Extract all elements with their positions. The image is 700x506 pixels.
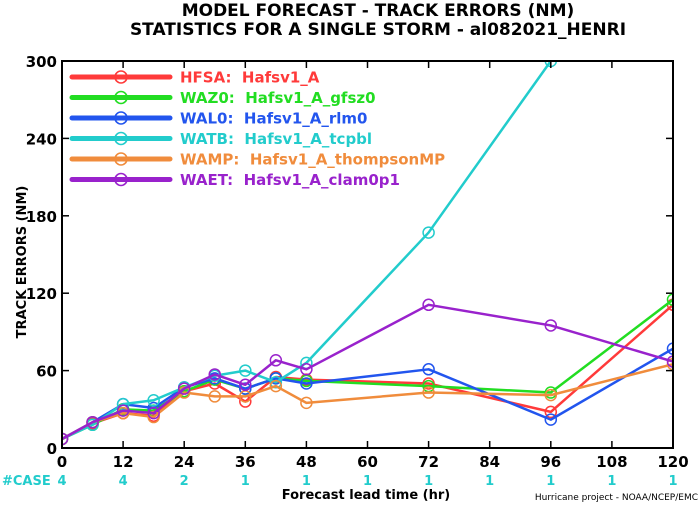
series-point	[300, 396, 313, 410]
x-tick-label: 108	[596, 453, 627, 471]
series-point	[62, 432, 69, 446]
legend-swatch-marker	[114, 90, 128, 105]
case-count: 2	[180, 474, 189, 489]
series-point	[239, 364, 252, 377]
x-tick-label: 36	[235, 453, 256, 471]
x-axis-label: Forecast lead time (hr)	[282, 488, 450, 503]
x-tick-label: 48	[296, 453, 317, 471]
legend-label: WAL0: Hafsv1_A_rlm0	[180, 110, 367, 128]
series-point	[269, 375, 283, 389]
series-point	[208, 368, 221, 381]
series-point	[116, 404, 130, 417]
series-point	[544, 319, 558, 332]
series-point	[544, 405, 558, 419]
x-tick-label: 60	[357, 453, 378, 471]
legend-swatch-marker	[114, 70, 128, 84]
series-point	[422, 226, 435, 239]
series-point	[177, 382, 191, 395]
series-point	[544, 388, 558, 402]
series-point	[86, 415, 99, 429]
legend-label: WAZ0: Hafsv1_A_gfsz0	[180, 89, 376, 107]
series-line	[62, 347, 673, 441]
series-point	[269, 354, 283, 367]
series-point	[422, 298, 435, 312]
case-counts: 4 4 2 1 1 1 1 1 1 1 1	[57, 474, 677, 489]
x-tick-label: 84	[479, 453, 500, 471]
credit-text: Hurricane project - NOAA/NCEP/EMC	[535, 493, 698, 503]
case-count: 1	[302, 474, 311, 489]
case-count: 4	[57, 474, 66, 489]
case-count: 1	[607, 474, 616, 489]
legend-label: WATB: Hafsv1_A_tcpbl	[180, 130, 372, 148]
legend-swatch-marker	[114, 131, 128, 146]
series-point	[666, 342, 673, 355]
series-point	[147, 406, 160, 420]
case-count: 1	[363, 474, 372, 489]
x-tick-label: 24	[174, 453, 195, 471]
legend-swatch-marker	[114, 152, 128, 166]
series-point	[147, 394, 160, 407]
case-count: 4	[119, 474, 128, 489]
series-point	[666, 355, 673, 368]
series-point	[300, 363, 313, 376]
legend-swatch-marker	[114, 111, 128, 125]
y-tick-label: 300	[26, 53, 57, 71]
series-point	[300, 377, 313, 390]
x-tick-label: 0	[57, 453, 67, 471]
legend-label: WAMP: Hafsv1_A_thompsonMP	[180, 151, 445, 169]
series-point	[239, 382, 252, 395]
series-point	[269, 379, 283, 393]
chart-title: MODEL FORECAST - TRACK ERRORS (NM)	[182, 1, 575, 21]
x-tick-label: 120	[657, 453, 688, 471]
y-tick-label: 240	[26, 130, 57, 148]
x-tick-label: 72	[418, 453, 439, 471]
x-tick-label: 96	[540, 453, 561, 471]
case-count: 1	[668, 474, 677, 489]
series-point	[239, 378, 252, 392]
case-label: #CASE	[2, 474, 51, 489]
y-tick-label: 60	[36, 363, 57, 381]
axis-ticks: 0 12 24 36 48 60 72 84 96 108 120 0 60 120 180 240 300	[26, 53, 689, 471]
legend: HFSA: Hafsv1_A WAZ0: Hafsv1_A_gfsz0 WAL0: …	[69, 69, 445, 189]
y-tick-label: 180	[26, 208, 57, 226]
x-tick-label: 12	[113, 453, 134, 471]
series-point	[422, 363, 435, 376]
case-count: 1	[546, 474, 555, 489]
case-count: 1	[424, 474, 433, 489]
series-point	[666, 293, 673, 306]
series-point	[147, 410, 160, 424]
case-count: 1	[241, 474, 250, 489]
y-tick-label: 0	[47, 440, 57, 458]
series-point	[208, 390, 221, 403]
series-layer	[62, 61, 673, 446]
y-tick-label: 120	[26, 285, 57, 303]
legend-label: HFSA: Hafsv1_A	[180, 69, 320, 87]
case-count: 1	[485, 474, 494, 489]
series-point	[422, 386, 435, 399]
legend-label: WAET: Hafsv1_A_clam0p1	[180, 171, 400, 189]
y-axis-label: TRACK ERRORS (NM)	[15, 186, 30, 339]
legend-swatch-marker	[114, 172, 128, 187]
chart-subtitle: STATISTICS FOR A SINGLE STORM - al082021…	[130, 20, 626, 40]
series-point	[544, 413, 558, 426]
